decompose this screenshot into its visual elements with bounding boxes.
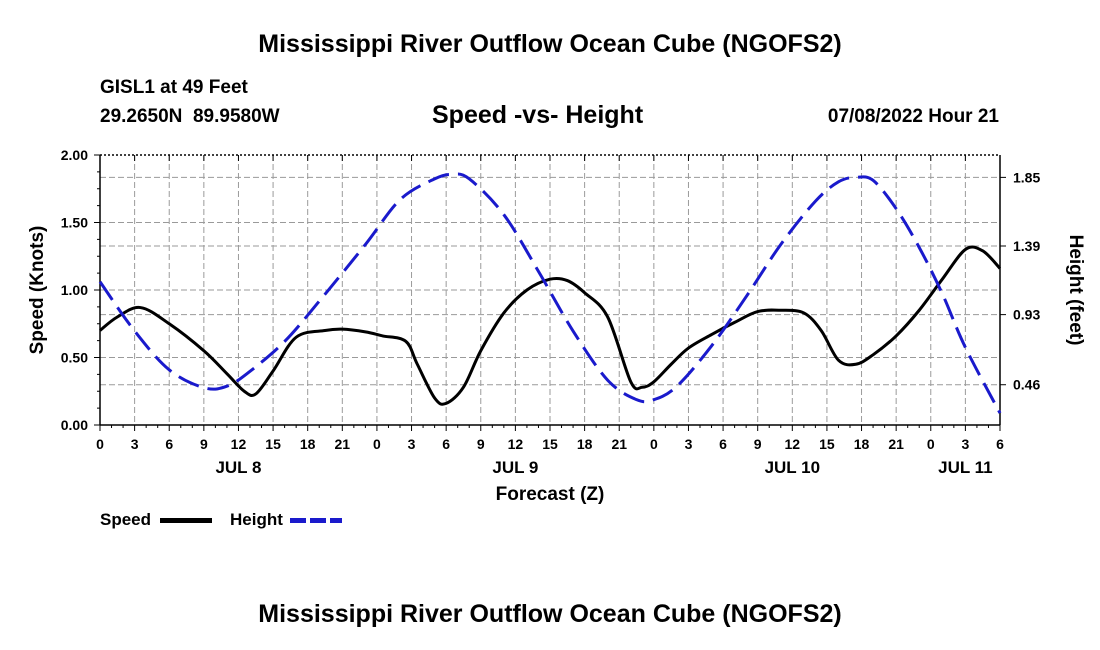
- x-tick-label: 6: [996, 436, 1004, 452]
- x-tick-label: 3: [685, 436, 693, 452]
- x-tick-label: 3: [408, 436, 416, 452]
- x-tick-label: 9: [754, 436, 762, 452]
- x-tick-label: 15: [542, 436, 558, 452]
- x-tick-label: 0: [373, 436, 381, 452]
- station-name-depth: GISL1 at 49 Feet: [100, 77, 248, 98]
- x-tick-label: 3: [961, 436, 969, 452]
- series-line-height: [98, 172, 1002, 414]
- y2-tick-label: 0.46: [1013, 377, 1040, 393]
- forecast-datetime: 07/08/2022 Hour 21: [827, 106, 999, 127]
- series-line-speed: [99, 245, 1002, 406]
- x-tick-label: 0: [927, 436, 935, 452]
- y-tick-label: 0.00: [61, 417, 88, 433]
- x-tick-label: 21: [888, 436, 904, 452]
- x-tick-label: 0: [650, 436, 658, 452]
- x-tick-label: 6: [442, 436, 450, 452]
- x-tick-label: 12: [231, 436, 247, 452]
- y2-tick-label: 0.93: [1013, 307, 1040, 323]
- y-tick-label: 1.00: [61, 282, 88, 298]
- y-tick-label: 0.50: [61, 350, 88, 366]
- y-axis-title: Speed (Knots): [27, 226, 48, 355]
- x-axis-title: Forecast (Z): [496, 484, 605, 505]
- x-day-label: JUL 8: [215, 458, 261, 477]
- x-tick-label: 18: [854, 436, 870, 452]
- x-day-label: JUL 10: [765, 458, 820, 477]
- x-tick-label: 18: [577, 436, 593, 452]
- legend-height-label: Height: [230, 510, 283, 529]
- station-coordinates: 29.2650N 89.9580W: [100, 106, 280, 127]
- x-day-label: JUL 9: [492, 458, 538, 477]
- x-tick-label: 21: [611, 436, 627, 452]
- x-tick-label: 6: [165, 436, 173, 452]
- x-tick-label: 0: [96, 436, 104, 452]
- x-tick-label: 15: [265, 436, 281, 452]
- x-tick-label: 9: [200, 436, 208, 452]
- x-tick-label: 15: [819, 436, 835, 452]
- x-tick-label: 6: [719, 436, 727, 452]
- x-day-label: JUL 11: [938, 458, 993, 477]
- chart-subtitle: Speed -vs- Height: [432, 101, 644, 129]
- y-tick-label: 2.00: [61, 147, 88, 163]
- x-tick-label: 12: [785, 436, 801, 452]
- legend-speed-label: Speed: [100, 510, 152, 529]
- y2-tick-label: 1.85: [1013, 169, 1040, 185]
- main-title: Mississippi River Outflow Ocean Cube (NG…: [258, 30, 842, 58]
- legend-height-swatch: [290, 518, 342, 523]
- x-tick-label: 3: [131, 436, 139, 452]
- y2-tick-label: 1.39: [1013, 238, 1040, 254]
- y-tick-label: 1.50: [61, 215, 88, 231]
- x-tick-label: 12: [508, 436, 524, 452]
- y2-axis-title: Height (feet): [1065, 235, 1086, 346]
- footer-title: Mississippi River Outflow Ocean Cube (NG…: [258, 600, 842, 628]
- legend-speed-swatch: [160, 518, 212, 523]
- x-tick-label: 9: [477, 436, 485, 452]
- x-tick-label: 21: [335, 436, 351, 452]
- x-tick-label: 18: [300, 436, 316, 452]
